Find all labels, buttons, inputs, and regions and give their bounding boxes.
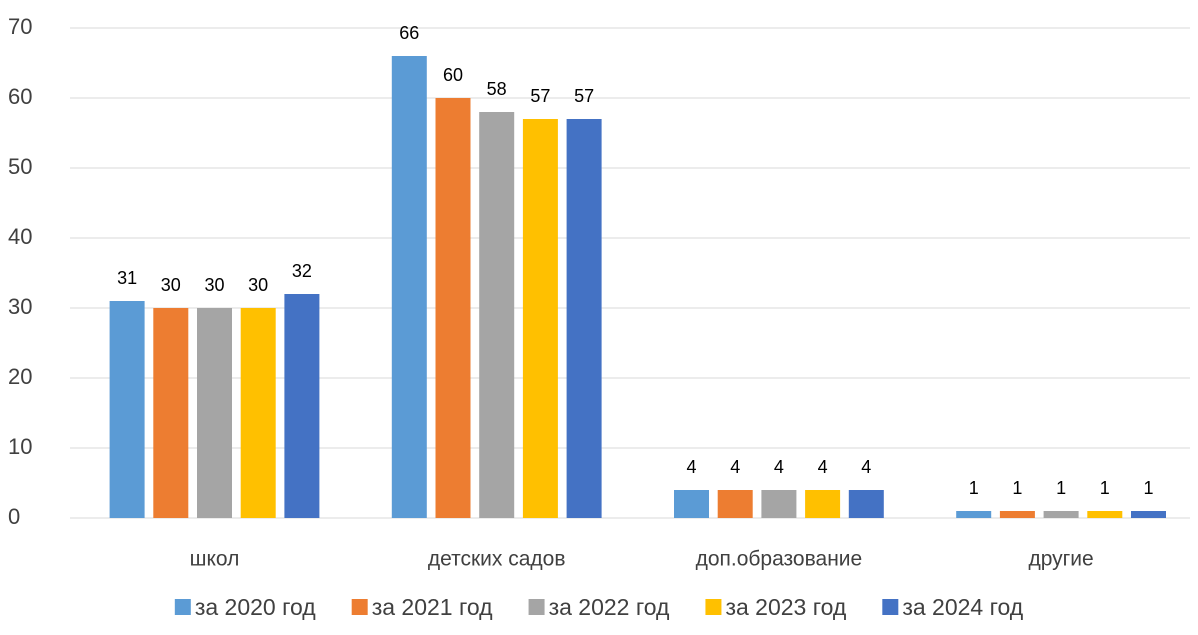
legend-swatch (351, 599, 368, 615)
x-tick-label: доп.образование (696, 548, 863, 571)
data-label: 1 (1143, 478, 1153, 498)
x-tick-label: другие (1028, 548, 1093, 571)
data-label: 1 (1012, 478, 1022, 498)
data-label: 4 (818, 457, 828, 477)
bar (956, 511, 992, 518)
data-label: 4 (774, 457, 784, 477)
y-tick-label: 60 (8, 84, 32, 109)
bar (522, 119, 558, 518)
data-label: 4 (730, 457, 740, 477)
legend-label: за 2022 год (549, 594, 670, 620)
bar (999, 511, 1035, 518)
data-label: 1 (1056, 478, 1066, 498)
data-label: 57 (574, 86, 594, 106)
bar (435, 98, 471, 518)
data-label: 30 (161, 275, 181, 295)
data-label: 4 (861, 457, 871, 477)
data-label: 66 (399, 23, 419, 43)
data-label: 31 (117, 268, 137, 288)
bar (674, 490, 709, 518)
legend-label: за 2023 год (725, 594, 846, 620)
y-tick-label: 70 (8, 14, 32, 39)
data-label: 60 (443, 65, 463, 85)
data-label: 1 (969, 478, 979, 498)
data-label: 1 (1100, 478, 1110, 498)
bar (761, 490, 797, 518)
data-label: 57 (530, 86, 550, 106)
data-label: 32 (292, 261, 312, 281)
bar (717, 490, 753, 518)
legend-swatch (174, 599, 191, 615)
y-tick-label: 10 (8, 434, 32, 459)
bar (109, 301, 145, 518)
data-label: 30 (204, 275, 224, 295)
bar (391, 56, 427, 518)
x-tick-label: школ (190, 548, 240, 571)
bar (1131, 511, 1166, 518)
legend-swatch (882, 599, 899, 615)
y-tick-label: 20 (8, 364, 32, 389)
bar (284, 294, 320, 518)
y-tick-label: 0 (8, 504, 20, 529)
legend-label: за 2020 год (195, 594, 316, 620)
legend-swatch (528, 599, 545, 615)
y-tick-label: 50 (8, 154, 32, 179)
legend-label: за 2021 год (372, 594, 493, 620)
y-tick-label: 30 (8, 294, 32, 319)
bar (848, 490, 884, 518)
legend-label: за 2024 год (902, 594, 1023, 620)
bar (240, 308, 276, 518)
data-label: 58 (487, 79, 507, 99)
y-tick-label: 40 (8, 224, 32, 249)
bar (566, 119, 602, 518)
data-label: 30 (248, 275, 268, 295)
data-label: 4 (686, 457, 696, 477)
x-tick-label: детских садов (428, 548, 566, 571)
bar (805, 490, 841, 518)
bar (1087, 511, 1123, 518)
bar (479, 112, 515, 518)
bar (153, 308, 189, 518)
bar (1043, 511, 1079, 518)
legend-swatch (705, 599, 722, 615)
bar (197, 308, 232, 518)
